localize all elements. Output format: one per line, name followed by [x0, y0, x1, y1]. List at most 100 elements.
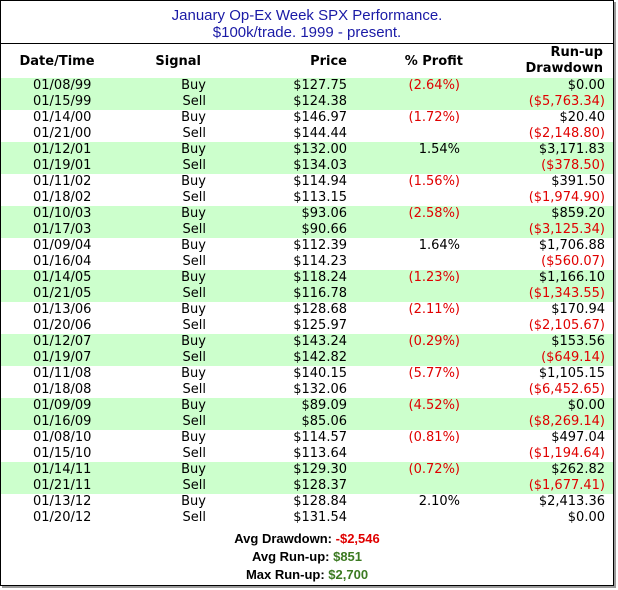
cell-price: $127.75 — [235, 78, 347, 94]
cell-date: 01/21/00 — [33, 126, 92, 141]
cell-profit — [347, 94, 477, 110]
table-row: 01/14/11 Buy $129.30 (0.72%) $262.82 — [1, 462, 613, 478]
cell-date: 01/13/12 — [33, 494, 92, 509]
cell-signal: Sell — [113, 478, 235, 494]
cell-profit: 2.10% — [418, 494, 460, 509]
max-runup-value: $2,700 — [328, 567, 369, 582]
cell-profit: (1.56%) — [408, 174, 460, 189]
cell-date: 01/19/01 — [1, 158, 113, 174]
cell-date: 01/08/99 — [1, 78, 113, 94]
cell-profit — [347, 190, 477, 206]
cell-runup-drawdown: ($2,105.67) — [528, 318, 605, 333]
cell-runup-drawdown: $391.50 — [551, 174, 605, 189]
header-drawdown: Drawdown — [525, 61, 604, 76]
cell-runup-drawdown: $262.82 — [477, 462, 613, 478]
cell-price: $116.78 — [235, 286, 347, 302]
cell-signal: Sell — [113, 350, 235, 366]
cell-date: 01/18/08 — [33, 382, 92, 397]
cell-date: 01/12/01 — [1, 142, 113, 158]
table-body: 01/08/99 Buy $127.75 (2.64%) $0.00 01/15/99 Se… — [1, 78, 613, 526]
cell-runup-drawdown: $0.00 — [477, 398, 613, 414]
cell-runup-drawdown: $859.20 — [477, 206, 613, 222]
cell-signal: Sell — [182, 254, 206, 269]
cell-date: 01/14/05 — [1, 270, 113, 286]
cell-price: $113.64 — [293, 446, 347, 461]
cell-runup-drawdown: $170.94 — [551, 302, 605, 317]
title-line-2: $100k/trade. 1999 - present. — [212, 24, 402, 41]
cell-price: $134.03 — [235, 158, 347, 174]
table-row: 01/14/00 Buy $146.97 (1.72%) $20.40 — [1, 110, 613, 126]
cell-date: 01/14/00 — [33, 110, 92, 125]
cell-signal: Sell — [113, 414, 235, 430]
header-runup: Run-up — [550, 45, 603, 60]
cell-date: 01/08/10 — [33, 430, 92, 445]
cell-profit: (1.72%) — [408, 110, 460, 125]
cell-price: $113.15 — [293, 190, 347, 205]
cell-runup-drawdown: $2,413.36 — [538, 494, 605, 509]
cell-price: $140.15 — [293, 366, 347, 381]
cell-date: 01/11/08 — [33, 366, 92, 381]
cell-signal: Buy — [113, 206, 235, 222]
summary-avg-drawdown: Avg Drawdown: -$2,546 — [1, 530, 613, 548]
cell-profit — [347, 286, 477, 302]
table-row: 01/15/10 Sell $113.64 ($1,194.64) — [1, 446, 613, 462]
cell-price: $90.66 — [235, 222, 347, 238]
cell-price: $132.06 — [293, 382, 347, 397]
cell-date: 01/11/02 — [33, 174, 92, 189]
table-row: 01/21/05 Sell $116.78 ($1,343.55) — [1, 286, 613, 302]
cell-profit — [347, 446, 477, 462]
cell-runup-drawdown: $153.56 — [477, 334, 613, 350]
cell-runup-drawdown: $3,171.83 — [477, 142, 613, 158]
cell-signal: Sell — [113, 94, 235, 110]
table-row: 01/08/99 Buy $127.75 (2.64%) $0.00 — [1, 78, 613, 94]
cell-price: $114.57 — [293, 430, 347, 445]
cell-price: $128.68 — [293, 302, 347, 317]
cell-profit — [347, 510, 477, 526]
cell-date: 01/21/11 — [1, 478, 113, 494]
cell-signal: Sell — [182, 126, 206, 141]
summary-avg-runup: Avg Run-up: $851 — [1, 548, 613, 566]
cell-profit — [347, 254, 477, 270]
cell-price: $144.44 — [293, 126, 347, 141]
cell-runup-drawdown: ($1,974.90) — [528, 190, 605, 205]
cell-runup-drawdown: ($5,763.34) — [477, 94, 613, 110]
table-row: 01/13/06 Buy $128.68 (2.11%) $170.94 — [1, 302, 613, 318]
cell-profit: (2.11%) — [408, 302, 460, 317]
cell-signal: Sell — [113, 286, 235, 302]
cell-price: $129.30 — [235, 462, 347, 478]
table-row: 01/09/09 Buy $89.09 (4.52%) $0.00 — [1, 398, 613, 414]
cell-runup-drawdown: $0.00 — [477, 78, 613, 94]
cell-runup-drawdown: $1,706.88 — [538, 238, 605, 253]
table-row: 01/11/02 Buy $114.94 (1.56%) $391.50 — [1, 174, 613, 190]
cell-signal: Sell — [182, 510, 206, 525]
header-signal: Signal — [155, 53, 201, 69]
cell-profit: (2.58%) — [347, 206, 477, 222]
cell-price: $132.00 — [235, 142, 347, 158]
table-row: 01/17/03 Sell $90.66 ($3,125.34) — [1, 222, 613, 238]
cell-profit: (4.52%) — [347, 398, 477, 414]
cell-runup-drawdown: ($8,269.14) — [477, 414, 613, 430]
cell-runup-drawdown: ($560.07) — [541, 254, 605, 269]
header-profit: % Profit — [404, 53, 463, 69]
cell-price: $128.37 — [235, 478, 347, 494]
avg-runup-value: $851 — [333, 549, 363, 564]
cell-profit: (0.81%) — [408, 430, 460, 445]
cell-signal: Buy — [113, 270, 235, 286]
cell-signal: Buy — [113, 78, 235, 94]
table-row: 01/15/99 Sell $124.38 ($5,763.34) — [1, 94, 613, 110]
table-row: 01/12/01 Buy $132.00 1.54% $3,171.83 — [1, 142, 613, 158]
table-row: 01/16/04 Sell $114.23 ($560.07) — [1, 254, 613, 270]
cell-profit — [347, 478, 477, 494]
cell-date: 01/12/07 — [1, 334, 113, 350]
table-row: 01/21/11 Sell $128.37 ($1,677.41) — [1, 478, 613, 494]
cell-price: $85.06 — [235, 414, 347, 430]
cell-signal: Sell — [113, 158, 235, 174]
header-row: Date/Time Signal Price % Profit Run-up D… — [1, 44, 613, 78]
cell-runup-drawdown: $1,105.15 — [538, 366, 605, 381]
cell-signal: Sell — [182, 190, 206, 205]
cell-signal: Buy — [113, 398, 235, 414]
cell-signal: Sell — [182, 446, 206, 461]
cell-signal: Sell — [182, 382, 206, 397]
cell-profit: 1.64% — [418, 238, 460, 253]
header-date: Date/Time — [19, 53, 95, 69]
